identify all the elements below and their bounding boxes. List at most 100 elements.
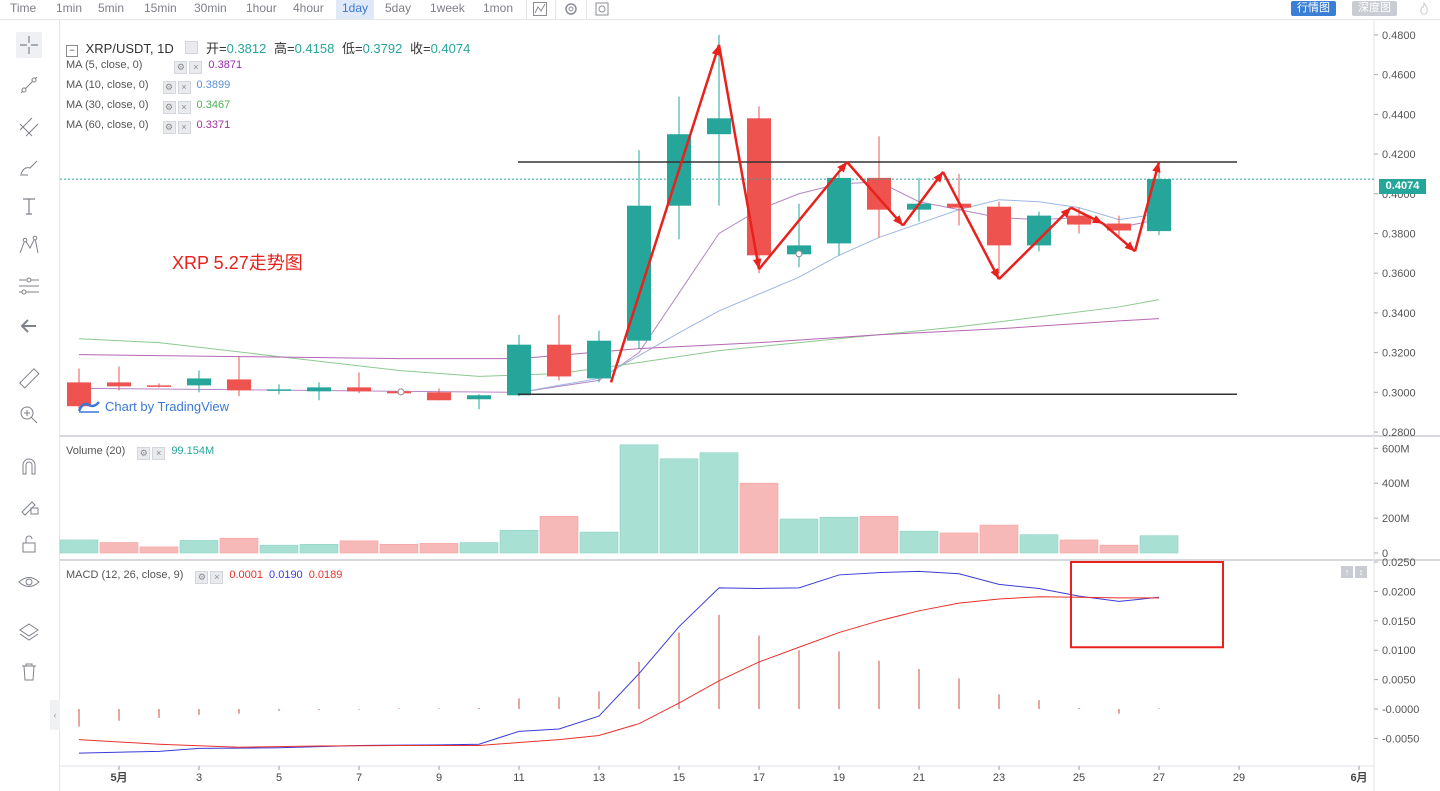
candle-body xyxy=(747,118,771,256)
interval-1hour[interactable]: 1hour xyxy=(246,1,277,15)
annotation-arrow-segment xyxy=(1133,161,1161,252)
close-icon[interactable]: × xyxy=(177,121,191,134)
candles-view-button[interactable]: 行情图 xyxy=(1291,1,1336,16)
close-icon[interactable]: × xyxy=(152,447,166,460)
price-tick-label: 0.3200 xyxy=(1382,348,1416,360)
interval-5day[interactable]: 5day xyxy=(385,1,412,15)
toolbar-divider xyxy=(555,0,556,19)
flame-icon[interactable] xyxy=(1416,1,1432,17)
settings-gear-icon[interactable]: ⚙ xyxy=(195,571,209,584)
annotation-arrowhead xyxy=(893,215,903,226)
volume-bar xyxy=(1139,535,1179,554)
volume-tick-label: 0 xyxy=(1382,548,1388,560)
volume-bar xyxy=(59,539,99,554)
ma30-line xyxy=(78,299,1160,377)
candle-body xyxy=(1147,179,1171,232)
legend-settings-icon[interactable] xyxy=(185,41,199,54)
candle-body xyxy=(347,387,371,392)
ma10-legend: MA (10, close, 0) ⚙ × 0.3899 xyxy=(66,79,231,94)
pattern-icon[interactable] xyxy=(16,233,42,259)
layers-icon[interactable] xyxy=(16,620,42,646)
candle-body xyxy=(587,340,611,379)
volume-bar xyxy=(219,537,259,554)
volume-bar xyxy=(579,531,619,554)
parallel-channel-icon[interactable] xyxy=(16,114,42,140)
settings-gear-icon[interactable]: ⚙ xyxy=(137,447,151,460)
ohlc-high: 高=0.4158 xyxy=(274,41,335,56)
annotation-arrow-segment xyxy=(758,161,848,271)
macd-tick-label: 0.0150 xyxy=(1382,616,1416,628)
pane-restore-icon[interactable]: ↕ xyxy=(1355,566,1367,578)
time-tick-label: 15 xyxy=(673,772,685,784)
settings-gear-icon[interactable] xyxy=(563,1,579,17)
settings-gear-icon[interactable]: ⚙ xyxy=(162,121,176,134)
annotation-arrowhead xyxy=(837,162,847,173)
close-icon[interactable]: × xyxy=(177,101,191,114)
macd-tick-label: 0.0100 xyxy=(1382,645,1416,657)
interval-30min[interactable]: 30min xyxy=(194,1,227,15)
interval-5min[interactable]: 5min xyxy=(98,1,125,15)
zoom-in-icon[interactable] xyxy=(16,402,42,428)
time-tick-label: 29 xyxy=(1233,772,1245,784)
volume-bar xyxy=(1099,544,1139,554)
magnet-icon[interactable] xyxy=(16,454,42,480)
macd-tick-label: -0.0000 xyxy=(1382,704,1419,716)
ohlc-open: 开=0.3812 xyxy=(206,41,267,56)
screenshot-icon[interactable] xyxy=(594,1,610,17)
highlight-box xyxy=(1070,561,1224,649)
trend-line-icon[interactable] xyxy=(16,72,42,98)
volume-bar xyxy=(379,543,419,554)
time-tick-label: 9 xyxy=(436,772,442,784)
macd-tick-label: 0.0250 xyxy=(1382,557,1416,569)
pane-maximize-icon[interactable]: ↑ xyxy=(1341,566,1353,578)
ma60-legend: MA (60, close, 0) ⚙ × 0.3371 xyxy=(66,119,231,134)
price-tick-label: 0.3400 xyxy=(1382,308,1416,320)
interval-1week[interactable]: 1week xyxy=(430,1,465,15)
volume-tick-label: 200M xyxy=(1382,513,1410,525)
settings-gear-icon[interactable]: ⚙ xyxy=(162,101,176,114)
fib-retracement-icon[interactable] xyxy=(16,273,42,299)
close-icon[interactable]: × xyxy=(177,81,191,94)
time-tick-label: 17 xyxy=(753,772,765,784)
time-tick-label: 11 xyxy=(513,772,524,784)
text-tool-icon[interactable] xyxy=(16,193,42,219)
time-tick-label: 7 xyxy=(356,772,362,784)
candle-body xyxy=(187,378,211,386)
toolbar-divider xyxy=(586,0,587,19)
candle-body xyxy=(1067,215,1091,225)
last-price-tag: 0.4074 xyxy=(1379,179,1426,194)
eye-icon[interactable] xyxy=(16,569,42,595)
indicator-chart-icon[interactable] xyxy=(532,1,548,17)
close-icon[interactable]: × xyxy=(189,61,203,74)
lock-drawings-icon[interactable] xyxy=(16,492,42,518)
interval-time[interactable]: Time xyxy=(10,1,37,15)
ruler-icon[interactable] xyxy=(16,365,42,391)
collapse-legend-icon[interactable]: − xyxy=(66,45,78,57)
back-arrow-icon[interactable] xyxy=(16,313,42,339)
settings-gear-icon[interactable]: ⚙ xyxy=(174,61,188,74)
interval-4hour[interactable]: 4hour xyxy=(293,1,324,15)
settings-gear-icon[interactable]: ⚙ xyxy=(162,81,176,94)
trash-icon[interactable] xyxy=(16,659,42,685)
depth-view-button[interactable]: 深度图 xyxy=(1352,1,1397,16)
interval-1mon[interactable]: 1mon xyxy=(483,1,514,15)
tradingview-watermark[interactable]: Chart by TradingView xyxy=(77,398,229,414)
ma60-line xyxy=(78,318,1160,360)
close-icon[interactable]: × xyxy=(210,571,224,584)
time-tick-label: 25 xyxy=(1073,772,1085,784)
volume-bar xyxy=(419,543,459,554)
crosshair-icon[interactable] xyxy=(16,32,42,58)
annotation-arrow-segment xyxy=(901,171,945,227)
drawing-anchor-marker xyxy=(397,388,405,396)
candle-body xyxy=(987,206,1011,246)
toolbar-collapse-handle[interactable]: ‹ xyxy=(50,700,60,730)
interval-1min[interactable]: 1min xyxy=(56,1,83,15)
volume-bar xyxy=(619,444,659,554)
interval-15min[interactable]: 15min xyxy=(144,1,177,15)
volume-bar xyxy=(499,530,539,554)
interval-1day[interactable]: 1day xyxy=(336,0,375,19)
unlock-icon[interactable] xyxy=(16,531,42,557)
brush-icon[interactable] xyxy=(16,154,42,180)
price-tick-label: 0.3600 xyxy=(1382,268,1416,280)
